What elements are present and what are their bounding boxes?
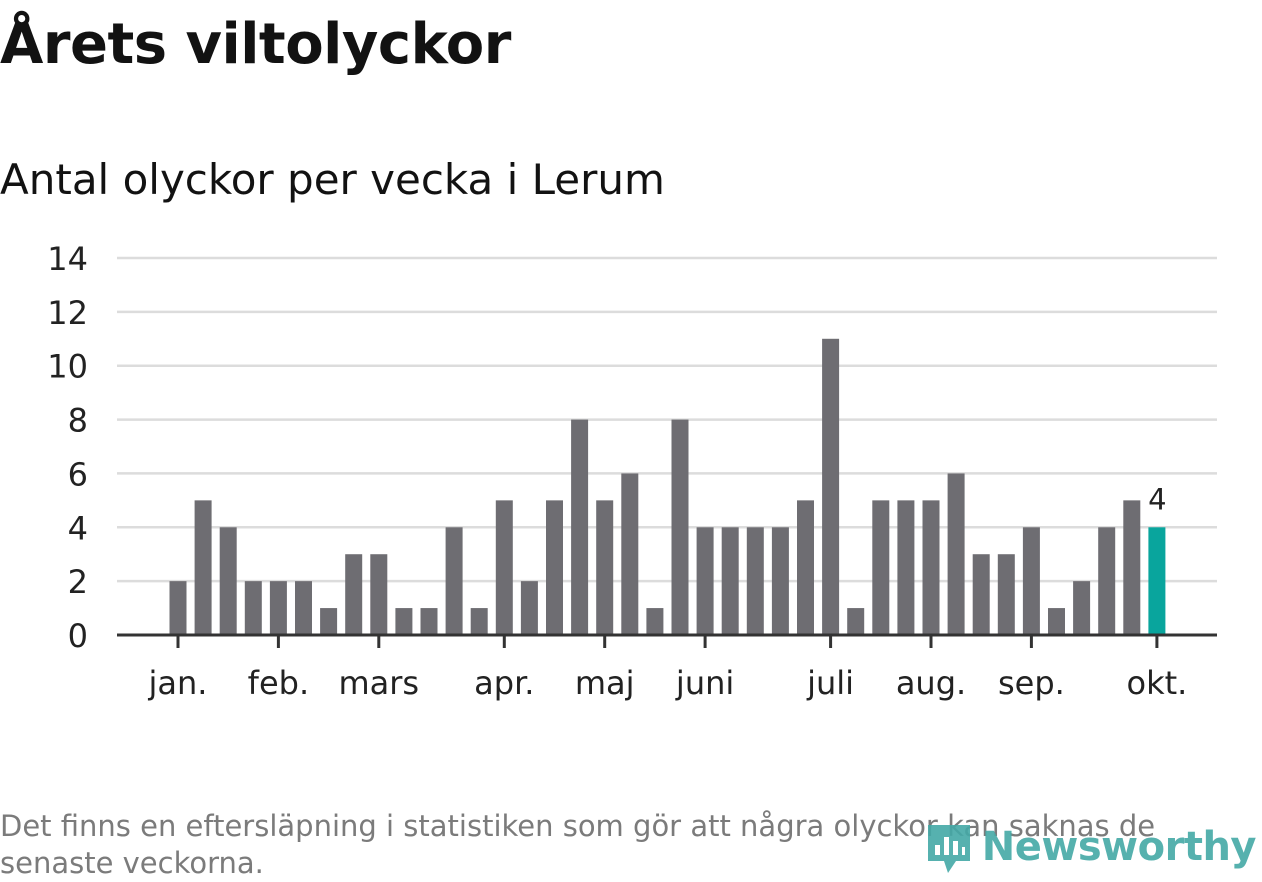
- y-axis-ticks: 0 2 4 6 8 10 12 14: [47, 240, 88, 655]
- y-tick-label-2: 2: [68, 563, 88, 601]
- bar-week-16: [546, 500, 563, 635]
- x-axis-ticks: jan. feb. mars apr. maj juni juli aug. sep. okt.: [148, 635, 1187, 702]
- bar-week-15: [520, 581, 538, 635]
- x-tick-label-feb.: feb.: [248, 664, 309, 702]
- bar-week-24: [746, 527, 764, 635]
- x-tick-label-maj: maj: [575, 664, 635, 702]
- bar-week-31: [922, 500, 940, 635]
- bar-week-40: [1148, 527, 1166, 635]
- chart-subtitle: Antal olyckor per vecka i Lerum: [0, 155, 665, 204]
- bar-week-34: [997, 554, 1015, 635]
- bar-week-28: [847, 608, 865, 635]
- x-tick-label-apr.: apr.: [474, 664, 534, 702]
- bar-week-20: [646, 608, 664, 635]
- bar-week-18: [596, 500, 614, 635]
- y-tick-label-6: 6: [68, 455, 88, 493]
- y-tick-label-0: 0: [68, 617, 88, 655]
- bar-week-8: [345, 554, 363, 635]
- bar-week-37: [1073, 581, 1091, 635]
- x-tick-label-sep.: sep.: [998, 664, 1065, 702]
- bar-week-27: [822, 338, 840, 635]
- bar-week-4: [244, 581, 262, 635]
- bar-week-3: [219, 527, 237, 635]
- newsworthy-logo-icon: [927, 825, 970, 873]
- bar-week-36: [1048, 608, 1065, 635]
- newsworthy-logo[interactable]: Newsworthy: [924, 816, 1257, 878]
- gridlines: [117, 256, 1217, 583]
- x-tick-label-aug.: aug.: [896, 664, 966, 702]
- bar-week-39: [1123, 500, 1141, 635]
- bar-week-23: [721, 527, 739, 635]
- highlight-value-label: 4: [1148, 482, 1166, 516]
- bar-week-30: [897, 500, 915, 635]
- y-tick-label-14: 14: [47, 240, 88, 278]
- bar-week-9: [370, 554, 388, 635]
- bar-week-21: [671, 419, 689, 635]
- bar-week-35: [1022, 527, 1040, 635]
- bar-week-7: [320, 608, 338, 635]
- bar-week-38: [1098, 527, 1116, 635]
- y-tick-label-12: 12: [47, 294, 88, 332]
- bar-week-11: [420, 608, 438, 635]
- x-tick-label-okt.: okt.: [1126, 664, 1187, 702]
- bar-week-2: [194, 500, 212, 635]
- bar-week-5: [269, 581, 287, 635]
- chart-title: Årets viltolyckor: [0, 12, 511, 77]
- y-tick-label-4: 4: [68, 509, 88, 547]
- bars: 4: [169, 338, 1167, 635]
- y-tick-label-8: 8: [68, 402, 88, 440]
- bar-week-19: [621, 473, 639, 635]
- bar-week-17: [571, 419, 589, 635]
- y-tick-label-10: 10: [47, 348, 88, 386]
- bar-week-14: [495, 500, 513, 635]
- bar-week-1: [169, 581, 187, 635]
- bar-week-26: [797, 500, 814, 635]
- x-tick-label-juni: juni: [675, 664, 734, 702]
- x-tick-label-juli: juli: [806, 664, 854, 702]
- bar-week-10: [395, 608, 413, 635]
- newsworthy-logo-text: Newsworthy: [981, 824, 1257, 870]
- bar-week-22: [696, 527, 714, 635]
- bar-week-6: [295, 581, 312, 635]
- bar-week-32: [947, 473, 965, 635]
- bar-week-13: [470, 608, 488, 635]
- bar-week-29: [872, 500, 890, 635]
- bar-week-33: [972, 554, 990, 635]
- bar-week-25: [771, 527, 789, 635]
- bar-week-12: [445, 527, 463, 635]
- x-tick-label-mars: mars: [338, 664, 419, 702]
- x-tick-label-jan.: jan.: [148, 664, 208, 702]
